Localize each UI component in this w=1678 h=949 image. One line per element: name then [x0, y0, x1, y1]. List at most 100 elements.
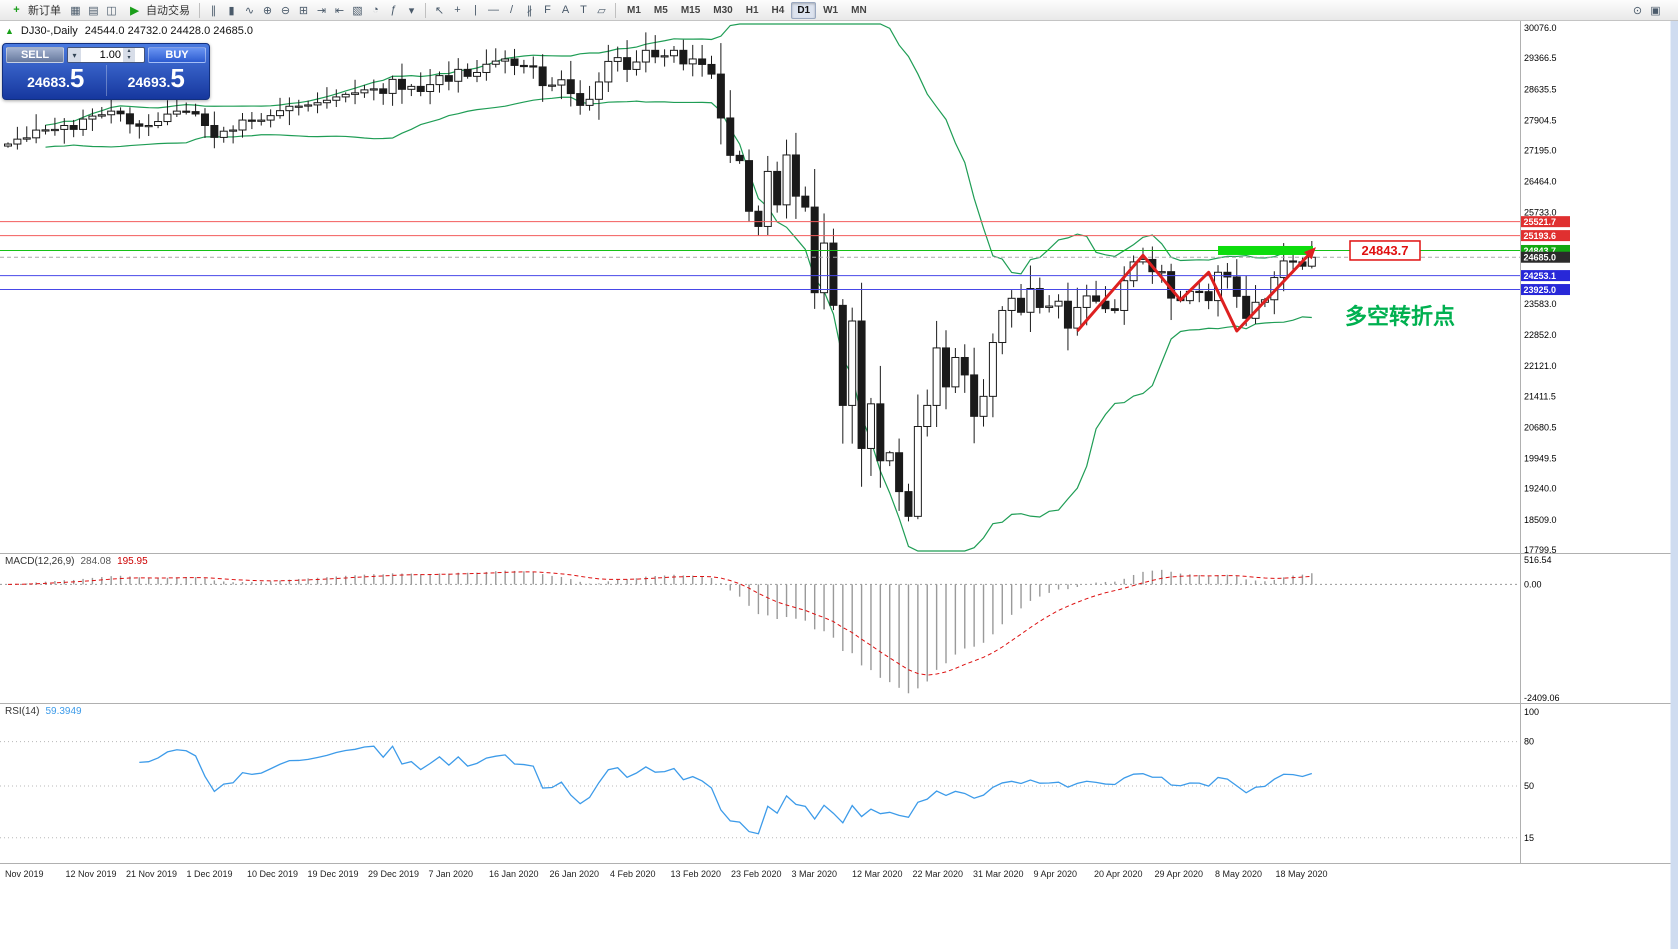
price-axis-label: 28635.5	[1524, 84, 1557, 94]
window-icon[interactable]: ▣	[1650, 4, 1661, 17]
text-icon[interactable]: A	[561, 4, 570, 16]
trendline-icon[interactable]: /	[509, 4, 514, 16]
spin-down-icon[interactable]: ▾	[127, 55, 131, 61]
date-label: 29 Dec 2019	[368, 869, 419, 879]
macd-signal-value: 195.95	[117, 556, 148, 567]
date-label: 18 May 2020	[1276, 869, 1328, 879]
price-tag-24685.0	[1521, 251, 1570, 263]
date-label: 23 Feb 2020	[731, 869, 782, 879]
date-label: 19 Dec 2019	[308, 869, 359, 879]
highlight-rect[interactable]	[1218, 245, 1313, 255]
date-label: 12 Mar 2020	[852, 869, 903, 879]
rsi-value: 59.3949	[45, 706, 82, 717]
data-window-icon[interactable]: ◫	[106, 4, 117, 17]
zoom-in-icon[interactable]: ⊕	[262, 4, 273, 17]
date-label: 22 Mar 2020	[913, 869, 964, 879]
vertical-line-icon[interactable]: |	[474, 4, 477, 16]
indicators-icon[interactable]: ƒ	[390, 4, 397, 16]
shapes-icon[interactable]: ▱	[597, 4, 606, 17]
bar-chart-icon[interactable]: ∥	[210, 4, 217, 17]
one-click-trading-panel: SELL ▾ ▴ ▾ BUY 24683.5 24693.5	[2, 43, 210, 100]
timeframe-M30[interactable]: M30	[713, 4, 733, 16]
profiles-icon[interactable]: ▤	[88, 4, 99, 17]
timeframe-M1[interactable]: M1	[627, 4, 641, 16]
date-label: 29 Apr 2020	[1155, 869, 1204, 879]
new-chart-icon[interactable]: ▧	[352, 4, 363, 17]
autotrade-icon: ▶	[130, 4, 139, 17]
buy-price-main: 24693.	[127, 74, 171, 90]
timeframe-D1[interactable]: D1	[791, 1, 817, 19]
price-axis-label: 22852.0	[1524, 330, 1557, 340]
timeframe-M15[interactable]: M15	[680, 4, 701, 16]
price-axis-label: 23583.0	[1524, 299, 1557, 309]
buy-button[interactable]: BUY	[148, 47, 206, 63]
buy-price[interactable]: 24693.5	[107, 65, 207, 96]
horizontal-line-icon[interactable]: —	[488, 4, 499, 16]
date-label: 9 Apr 2020	[1034, 869, 1078, 879]
rsi-axis-label: 100	[1524, 707, 1539, 717]
macd-axis-label: -2409.06	[1524, 693, 1560, 703]
date-label: 8 May 2020	[1215, 869, 1262, 879]
templates-dropdown-icon[interactable]: ▾	[408, 4, 415, 17]
chart-ohlc-values: 24544.0 24732.0 24428.0 24685.0	[84, 25, 253, 37]
rsi-label: RSI(14)	[5, 706, 40, 717]
chart-shift-icon[interactable]: ⇤	[334, 4, 345, 17]
clock-icon[interactable]: ◔	[372, 4, 379, 16]
macd-label: MACD(12,26,9)	[5, 556, 75, 567]
price-tag-text: 24253.1	[1524, 271, 1557, 281]
price-label-box[interactable]	[1349, 240, 1421, 261]
timeframe-MN[interactable]: MN	[851, 4, 867, 16]
price-axis-label: 27904.5	[1524, 115, 1557, 125]
line-chart-icon[interactable]: ∿	[244, 4, 255, 17]
price-tag-25521.7	[1521, 216, 1570, 228]
macd-signal-line	[7, 571, 1312, 676]
annotation-text[interactable]: 多空转折点	[1345, 304, 1455, 329]
search-icon[interactable]: ⊙	[1632, 4, 1643, 17]
date-label: 1 Dec 2019	[187, 869, 233, 879]
chart-symbol-icon: ▲	[5, 26, 14, 36]
zoom-out-icon[interactable]: ⊖	[280, 4, 291, 17]
chart-tools-group: ∥ ▮ ∿ ⊕ ⊖ ⊞ ⇥ ⇤ ▧ ◔ ƒ ▾	[205, 3, 420, 18]
label-icon[interactable]: T	[580, 4, 587, 16]
main-toolbar: + 新订单 ▦ ▤ ◫ ▶ 自动交易 ∥ ▮ ∿ ⊕ ⊖ ⊞ ⇥ ⇤ ▧ ◔ ƒ ▾ ↖ + | — / ∦ F A T ▱…	[0, 0, 1678, 21]
new-order-icon: +	[13, 4, 20, 16]
drawing-tools-group: ↖ + | — / ∦ F A T ▱	[431, 3, 610, 18]
charts-tile-icon[interactable]: ▦	[70, 4, 81, 17]
trend-zigzag[interactable]	[1076, 250, 1313, 333]
new-order-button[interactable]: + 新订单	[4, 1, 65, 19]
date-label: 12 Nov 2019	[66, 869, 117, 879]
spin-up-icon[interactable]: ▴	[127, 48, 131, 55]
crosshair-icon[interactable]: +	[454, 4, 461, 16]
fibonacci-icon[interactable]: F	[544, 4, 551, 16]
cursor-icon[interactable]: ↖	[434, 4, 445, 17]
timeframe-W1[interactable]: W1	[823, 4, 839, 16]
toolbar-separator	[199, 2, 200, 18]
volume-spinner[interactable]: ▴ ▾	[123, 48, 135, 62]
macd-header: MACD(12,26,9) 284.08 195.95	[5, 556, 148, 567]
chart-title-bar: ▲ DJ30-,Daily 24544.0 24732.0 24428.0 24…	[5, 25, 253, 37]
auto-scroll-icon[interactable]: ⇥	[316, 4, 327, 17]
date-label: 31 Mar 2020	[973, 869, 1024, 879]
timeframe-H1[interactable]: H1	[745, 4, 759, 16]
price-axis-label: 17799.5	[1524, 545, 1557, 555]
candlestick-icon[interactable]: ▮	[228, 4, 235, 17]
volume-dropdown-icon[interactable]: ▾	[68, 48, 81, 62]
date-label: 20 Apr 2020	[1094, 869, 1143, 879]
timeframe-M5[interactable]: M5	[653, 4, 668, 16]
timeframe-H4[interactable]: H4	[771, 4, 785, 16]
sell-price[interactable]: 24683.5	[6, 65, 107, 96]
price-axis-label: 19949.5	[1524, 454, 1557, 464]
toolbar-separator	[615, 2, 616, 18]
date-label: Nov 2019	[5, 869, 44, 879]
autotrade-button[interactable]: ▶ 自动交易	[122, 1, 194, 19]
date-label: 10 Dec 2019	[247, 869, 298, 879]
tile-windows-icon[interactable]: ⊞	[298, 4, 309, 17]
trend-arrowhead	[1303, 247, 1316, 260]
channel-icon[interactable]: ∦	[526, 4, 533, 17]
sell-button[interactable]: SELL	[6, 47, 64, 63]
macd-axis-label: 516.54	[1524, 555, 1552, 565]
price-tag-text: 24843.7	[1524, 246, 1557, 256]
volume-input[interactable]	[81, 48, 123, 62]
